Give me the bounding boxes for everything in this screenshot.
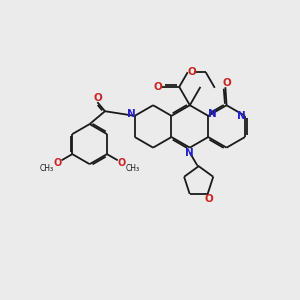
Text: O: O	[204, 194, 213, 204]
Text: CH₃: CH₃	[125, 164, 139, 173]
Text: O: O	[93, 93, 102, 103]
Text: O: O	[53, 158, 61, 168]
Text: O: O	[154, 82, 163, 92]
Text: O: O	[222, 78, 231, 88]
Text: N: N	[208, 110, 216, 119]
Text: O: O	[118, 158, 126, 168]
Text: N: N	[127, 110, 135, 119]
Text: N: N	[185, 148, 194, 158]
Text: N: N	[237, 111, 245, 121]
Text: CH₃: CH₃	[40, 164, 54, 173]
Text: O: O	[187, 67, 196, 76]
